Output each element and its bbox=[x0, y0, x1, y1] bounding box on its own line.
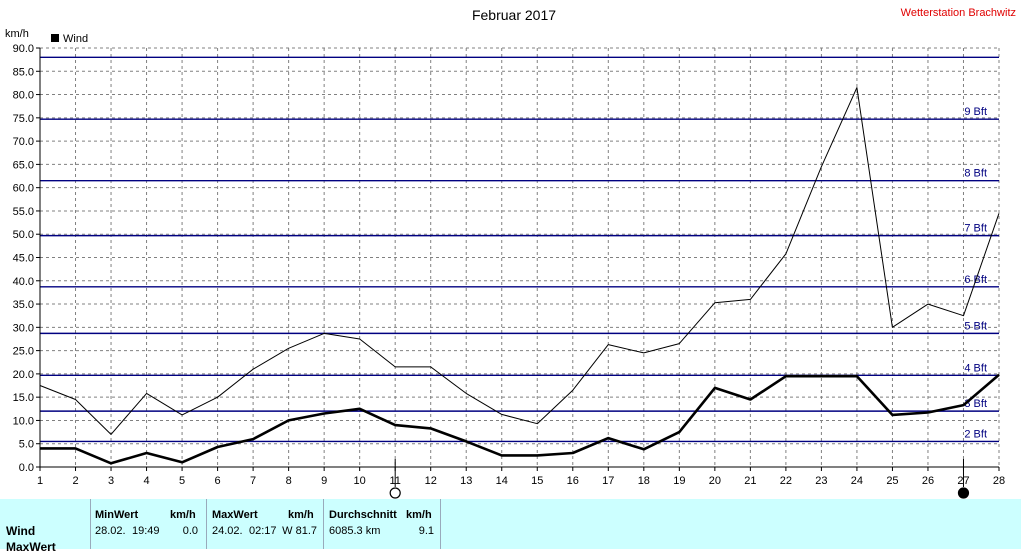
x-tick-label: 14 bbox=[496, 475, 508, 487]
beaufort-label: 5 Bft bbox=[964, 320, 987, 332]
max-unit: km/h bbox=[288, 509, 314, 521]
stats-divider bbox=[206, 499, 207, 549]
y-tick-label: 90.0 bbox=[13, 43, 34, 55]
x-tick-label: 20 bbox=[709, 475, 721, 487]
y-tick-label: 50.0 bbox=[13, 229, 34, 241]
y-tick-label: 65.0 bbox=[13, 159, 34, 171]
legend-swatch bbox=[51, 34, 59, 42]
series-lines bbox=[39, 87, 1000, 465]
stats-row-label: Wind bbox=[6, 524, 36, 538]
y-tick-label: 45.0 bbox=[13, 253, 34, 265]
x-tick-label: 10 bbox=[354, 475, 366, 487]
y-tick-label: 75.0 bbox=[13, 113, 34, 125]
x-tick-label: 7 bbox=[250, 475, 256, 487]
y-tick-label: 35.0 bbox=[13, 299, 34, 311]
stats-divider bbox=[90, 499, 91, 549]
series-line-gust bbox=[39, 87, 1000, 435]
statistics-panel: Wind MaxWert MinWert km/h 28.02. 19:49 0… bbox=[0, 499, 1021, 554]
x-tick-label: 23 bbox=[815, 475, 827, 487]
wind-chart: Februar 2017 Wetterstation Brachwitz km/… bbox=[5, 7, 1016, 499]
avg-unit: km/h bbox=[406, 509, 432, 521]
stats-row-label-next: MaxWert bbox=[6, 540, 56, 554]
new-moon-icon bbox=[957, 487, 970, 499]
station-name: Wetterstation Brachwitz bbox=[901, 7, 1016, 19]
y-tick-label: 15.0 bbox=[13, 392, 34, 404]
x-tick-label: 5 bbox=[179, 475, 185, 487]
x-tick-label: 28 bbox=[993, 475, 1005, 487]
full-moon-icon bbox=[389, 487, 401, 499]
y-tick-label: 5.0 bbox=[19, 439, 34, 451]
x-tick-label: 13 bbox=[460, 475, 472, 487]
y-tick-label: 0.0 bbox=[19, 462, 34, 474]
legend-label: Wind bbox=[63, 33, 88, 45]
y-tick-label: 25.0 bbox=[13, 346, 34, 358]
y-tick-label: 55.0 bbox=[13, 206, 34, 218]
x-tick-label: 15 bbox=[531, 475, 543, 487]
x-tick-label: 8 bbox=[286, 475, 292, 487]
avg-header: Durchschnitt bbox=[329, 509, 397, 521]
y-tick-label: 30.0 bbox=[13, 322, 34, 334]
min-unit: km/h bbox=[170, 509, 196, 521]
x-tick-label: 16 bbox=[567, 475, 579, 487]
y-tick-label: 70.0 bbox=[13, 136, 34, 148]
y-tick-label: 85.0 bbox=[13, 66, 34, 78]
max-header: MaxWert bbox=[212, 509, 258, 521]
min-date: 28.02. bbox=[95, 525, 126, 537]
min-time: 19:49 bbox=[132, 525, 160, 537]
x-tick-label: 21 bbox=[744, 475, 756, 487]
x-tick-label: 6 bbox=[215, 475, 221, 487]
x-tick-label: 3 bbox=[108, 475, 114, 487]
beaufort-label: 9 Bft bbox=[964, 106, 987, 118]
x-tick-label: 4 bbox=[143, 475, 149, 487]
x-tick-label: 19 bbox=[673, 475, 685, 487]
x-tick-label: 26 bbox=[922, 475, 934, 487]
stats-divider bbox=[323, 499, 324, 549]
beaufort-label: 7 Bft bbox=[964, 223, 987, 235]
beaufort-label: 4 Bft bbox=[964, 362, 987, 374]
y-axis-unit: km/h bbox=[5, 28, 29, 40]
max-date: 24.02. bbox=[212, 525, 243, 537]
x-tick-label: 1 bbox=[37, 475, 43, 487]
grid-lines bbox=[39, 47, 1000, 468]
axes: 0.0 5.0 10.0 15.0 20.0 25.0 30.0 35.0 40.0 45.0 50… bbox=[13, 43, 1006, 487]
x-tick-label: 25 bbox=[886, 475, 898, 487]
x-tick-label: 12 bbox=[425, 475, 437, 487]
chart-title: Februar 2017 bbox=[472, 7, 556, 23]
y-tick-label: 20.0 bbox=[13, 369, 34, 381]
series-line-wind bbox=[40, 373, 1000, 465]
x-tick-label: 9 bbox=[321, 475, 327, 487]
moon-phases bbox=[389, 459, 970, 499]
y-tick-label: 40.0 bbox=[13, 276, 34, 288]
x-tick-label: 2 bbox=[72, 475, 78, 487]
x-tick-label: 18 bbox=[638, 475, 650, 487]
x-tick-label: 24 bbox=[851, 475, 863, 487]
beaufort-label: 2 Bft bbox=[964, 428, 987, 440]
y-tick-label: 60.0 bbox=[13, 183, 34, 195]
avg-distance: 6085.3 km bbox=[329, 525, 381, 537]
min-value: 0.0 bbox=[182, 525, 198, 537]
beaufort-label: 8 Bft bbox=[964, 168, 987, 180]
avg-value: 9.1 bbox=[418, 525, 434, 537]
y-tick-label: 80.0 bbox=[13, 90, 34, 102]
x-tick-label: 17 bbox=[602, 475, 614, 487]
min-header: MinWert bbox=[95, 509, 139, 521]
y-tick-label: 10.0 bbox=[13, 415, 34, 427]
max-value: W 81.7 bbox=[282, 525, 317, 537]
max-time: 02:17 bbox=[249, 525, 277, 537]
stats-divider bbox=[440, 499, 441, 549]
x-tick-label: 22 bbox=[780, 475, 792, 487]
